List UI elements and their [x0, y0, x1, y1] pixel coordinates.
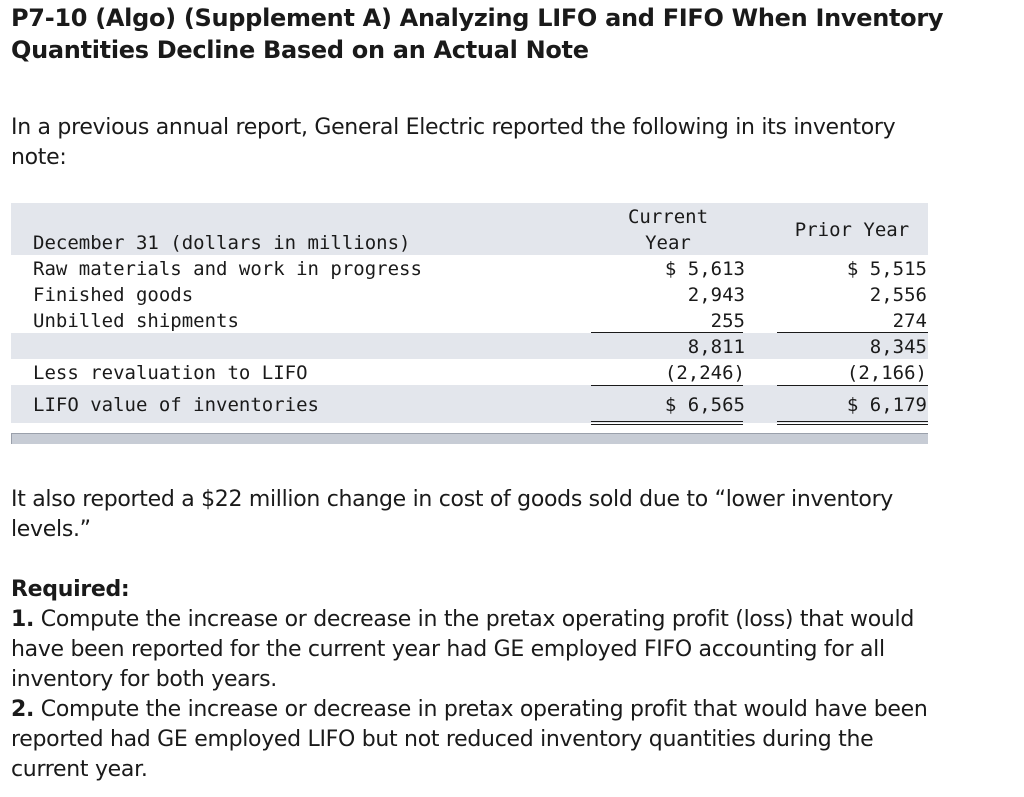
intro-line: note: [11, 145, 67, 170]
double-underline [777, 421, 928, 422]
total-current-value: $ 6,565 [664, 394, 745, 416]
required-heading: Required: [11, 577, 130, 602]
row-current-value: (2,246) [664, 362, 745, 384]
header-prior: Prior Year [794, 219, 910, 241]
change-note-paragraph: It also reported a $22 million change in… [11, 485, 1011, 545]
row-band [11, 385, 928, 423]
required-item-1: 1. Compute the increase or decrease in t… [11, 605, 1011, 635]
inventory-note-table: December 31 (dollars in millions) Curren… [11, 203, 928, 444]
required-item-2: 2. Compute the increase or decrease in p… [11, 695, 1011, 725]
row-label: LIFO value of inventories [33, 394, 319, 416]
subtotal-rule [777, 332, 928, 333]
total-rule [777, 385, 928, 386]
intro-line: In a previous annual report, General Ele… [11, 115, 896, 140]
row-prior-value: $ 5,515 [846, 258, 927, 280]
row-current-value: 2,943 [687, 284, 745, 306]
row-current-value: $ 5,613 [664, 258, 745, 280]
row-prior-value: 2,556 [869, 284, 927, 306]
item-number: 1. [11, 607, 35, 632]
item-text: current year. [11, 757, 148, 782]
subtotal-current-value: 8,811 [687, 336, 745, 358]
row-prior-value: 274 [892, 310, 927, 332]
paragraph-line: levels.” [11, 517, 91, 542]
row-band [11, 333, 928, 359]
intro-paragraph: In a previous annual report, General Ele… [11, 113, 1011, 173]
header-current-line1: Current [627, 206, 709, 228]
total-prior-value: $ 6,179 [846, 394, 927, 416]
title-line: Quantities Decline Based on an Actual No… [11, 36, 589, 64]
row-label: Less revaluation to LIFO [33, 362, 308, 384]
double-underline [777, 424, 928, 425]
double-underline [591, 424, 743, 425]
header-current-line2: Year [645, 232, 691, 254]
item-text: inventory for both years. [11, 667, 277, 692]
item-text: have been reported for the current year … [11, 637, 885, 662]
required-section: Required: 1. Compute the increase or dec… [11, 575, 1011, 785]
item-text: Compute the increase or decrease in pret… [34, 697, 928, 722]
header-band [11, 203, 928, 255]
double-underline [591, 421, 743, 422]
row-label: Unbilled shipments [33, 310, 239, 332]
row-label: Finished goods [33, 284, 194, 306]
item-text: Compute the increase or decrease in the … [34, 607, 915, 632]
item-text: reported had GE employed LIFO but not re… [11, 727, 874, 752]
subtotal-prior-value: 8,345 [869, 336, 927, 358]
header-label: December 31 (dollars in millions) [33, 232, 411, 254]
total-rule [591, 385, 743, 386]
subtotal-rule [591, 332, 743, 333]
problem-title: P7-10 (Algo) (Supplement A) Analyzing LI… [11, 2, 1011, 66]
row-prior-value: (2,166) [846, 362, 927, 384]
title-line: P7-10 (Algo) (Supplement A) Analyzing LI… [11, 4, 944, 32]
table-scrollbar[interactable] [11, 433, 928, 444]
item-number: 2. [11, 697, 35, 722]
paragraph-line: It also reported a $22 million change in… [11, 487, 894, 512]
row-label: Raw materials and work in progress [33, 258, 422, 280]
row-current-value: 255 [710, 310, 745, 332]
